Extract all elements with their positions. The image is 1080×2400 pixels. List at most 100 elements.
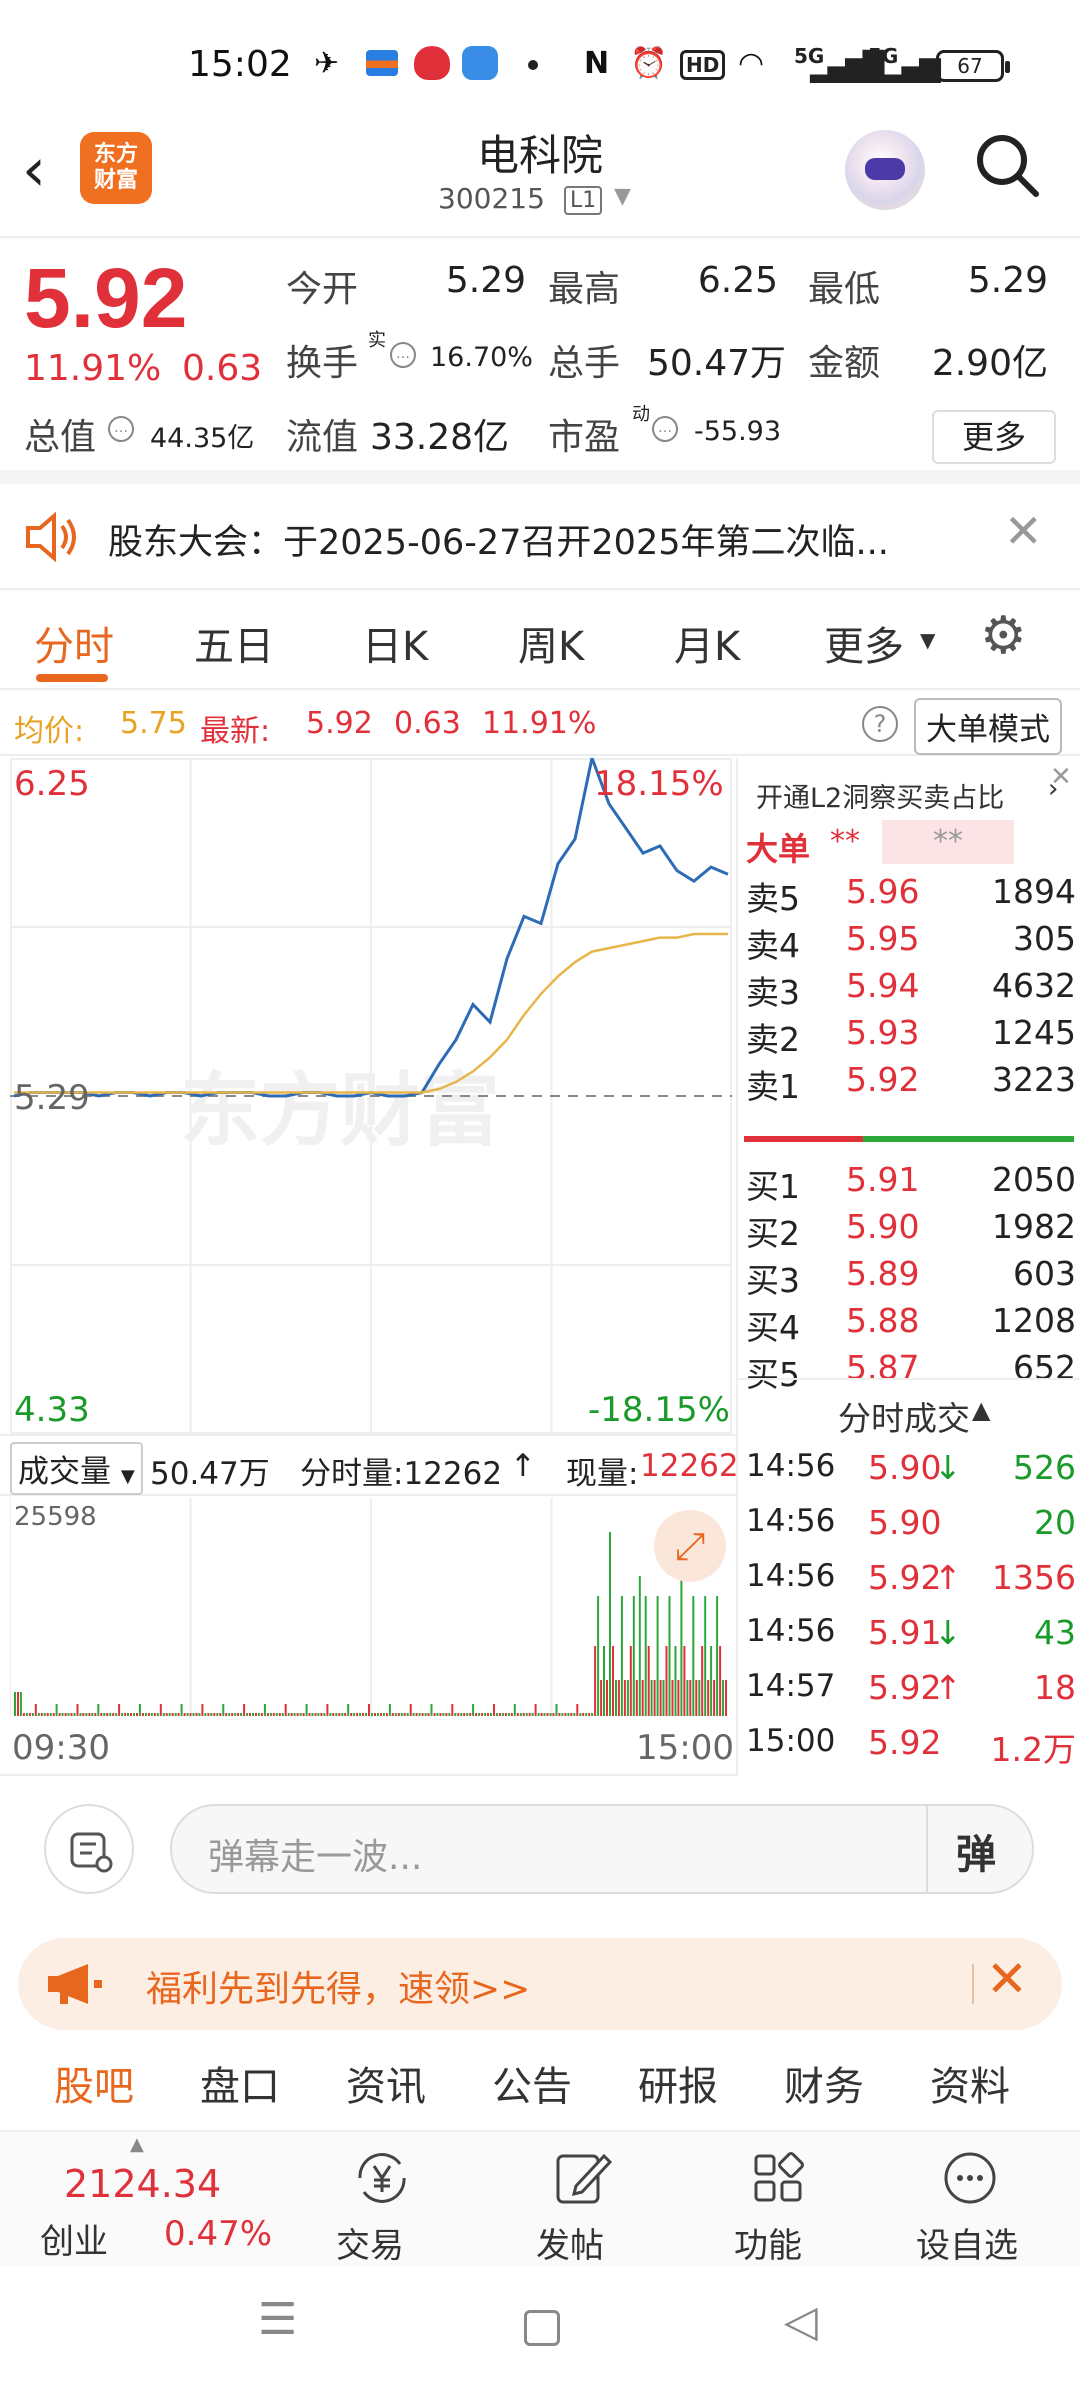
close-notice-icon[interactable]: ✕ bbox=[1004, 504, 1043, 558]
promo-text: 福利先到先得，速领>> bbox=[146, 1969, 531, 2010]
danmu-input[interactable]: 弹幕走一波... 弹 bbox=[170, 1804, 1034, 1894]
volume-bar bbox=[67, 1713, 70, 1716]
bid-row[interactable]: 买5 5.87 652 bbox=[746, 1348, 1076, 1396]
volume-bar bbox=[70, 1713, 73, 1716]
ask-row[interactable]: 卖2 5.93 1245 bbox=[746, 1013, 1076, 1061]
tab-daily-k[interactable]: 日K bbox=[362, 624, 429, 670]
close-promo-icon[interactable]: ✕ bbox=[986, 1950, 1028, 2008]
volume-bar bbox=[73, 1713, 76, 1716]
trades-title[interactable]: 分时成交 bbox=[838, 1399, 970, 1438]
volume-bar bbox=[281, 1713, 284, 1716]
ask-label: 卖4 bbox=[746, 926, 800, 965]
shareholder-notice[interactable]: 股东大会：于2025-06-27召开2025年第二次临... ✕ bbox=[0, 484, 1080, 590]
l2-chevron-icon[interactable]: › bbox=[1048, 774, 1059, 804]
volume-bar bbox=[171, 1713, 174, 1716]
volume-bar bbox=[698, 1680, 701, 1716]
volume-bar bbox=[576, 1704, 579, 1716]
nav-post[interactable]: 发帖 bbox=[532, 2142, 632, 2266]
index-value[interactable]: 2124.34 bbox=[64, 2162, 222, 2206]
danmu-settings-button[interactable] bbox=[44, 1804, 134, 1894]
trade-time: 14:56 bbox=[746, 1558, 836, 1594]
ask-row[interactable]: 卖1 5.92 3223 bbox=[746, 1060, 1076, 1108]
trade-volume: 20 bbox=[1034, 1503, 1076, 1542]
stock-header: ‹ 东方 财富 电科院 300215 L1 ▼ bbox=[0, 120, 1080, 238]
content-tab[interactable]: 研报 bbox=[638, 2064, 718, 2110]
app-logo[interactable]: 东方 财富 bbox=[80, 132, 152, 204]
volume-bar bbox=[257, 1713, 260, 1716]
ask-row[interactable]: 卖4 5.95 305 bbox=[746, 919, 1076, 967]
volume-bar bbox=[85, 1713, 88, 1716]
settings-gear-icon[interactable]: ⚙ bbox=[980, 606, 1027, 666]
content-tab[interactable]: 公告 bbox=[492, 2064, 572, 2110]
tab-monthly-k[interactable]: 月K bbox=[674, 624, 741, 670]
nav-functions[interactable]: 功能 bbox=[730, 2142, 830, 2266]
volume-bar bbox=[591, 1713, 594, 1716]
ask-volume: 305 bbox=[1013, 919, 1076, 958]
index-name[interactable]: 创业 bbox=[40, 2222, 108, 2262]
assistant-robot-icon[interactable] bbox=[845, 130, 925, 210]
search-icon[interactable] bbox=[972, 130, 1042, 200]
ask-row[interactable]: 卖3 5.94 4632 bbox=[746, 966, 1076, 1014]
volume-bar bbox=[284, 1704, 287, 1716]
tab-5day[interactable]: 五日 bbox=[194, 624, 274, 670]
nav-trade[interactable]: 交易 bbox=[332, 2142, 432, 2266]
pe-info-icon[interactable]: … bbox=[652, 416, 678, 442]
volume-bar bbox=[478, 1713, 481, 1716]
turnover-info-icon[interactable]: … bbox=[390, 342, 416, 368]
ask-price: 5.95 bbox=[846, 919, 920, 958]
volume-bar bbox=[516, 1713, 519, 1716]
bid-row[interactable]: 买4 5.88 1208 bbox=[746, 1301, 1076, 1349]
axis-bottom-pct: -18.15% bbox=[588, 1390, 730, 1430]
index-pct[interactable]: 0.47% bbox=[164, 2214, 273, 2254]
volume-bar bbox=[195, 1713, 198, 1716]
home-icon[interactable] bbox=[524, 2310, 560, 2346]
current-price: 5.92 bbox=[24, 251, 188, 345]
level-dropdown-icon[interactable]: ▼ bbox=[614, 184, 631, 209]
bid-row[interactable]: 买1 5.91 2050 bbox=[746, 1160, 1076, 1208]
back-nav-icon[interactable]: ◁ bbox=[784, 2296, 818, 2347]
float-cap-label: 流值 bbox=[286, 417, 359, 458]
help-icon[interactable]: ? bbox=[862, 706, 898, 742]
menu-icon[interactable]: ☰ bbox=[258, 2294, 298, 2345]
trades-expand-icon[interactable]: ▲ bbox=[972, 1396, 991, 1424]
content-tab[interactable]: 盘口 bbox=[200, 2064, 280, 2110]
big-order-v2: ** bbox=[882, 820, 1014, 864]
content-tab[interactable]: 股吧 bbox=[54, 2064, 134, 2110]
back-icon[interactable]: ‹ bbox=[22, 135, 46, 205]
close-l2-icon[interactable]: ✕ bbox=[1050, 762, 1072, 792]
amount-value: 2.90亿 bbox=[931, 343, 1048, 384]
big-order-mode-button[interactable]: 大单模式 bbox=[914, 698, 1062, 755]
volume-bar bbox=[228, 1713, 231, 1716]
signal1-label: 5G bbox=[794, 44, 825, 68]
nav-add-watchlist[interactable]: 设自选 bbox=[910, 2142, 1030, 2266]
tab-more[interactable]: 更多 bbox=[824, 624, 904, 670]
level-badge[interactable]: L1 bbox=[564, 186, 603, 215]
pe-value: -55.93 bbox=[694, 416, 782, 447]
bid-row[interactable]: 买3 5.89 603 bbox=[746, 1254, 1076, 1302]
indicator-select[interactable]: 成交量 ▼ bbox=[10, 1442, 143, 1495]
tab-intraday[interactable]: 分时 bbox=[34, 624, 114, 670]
tab-more-caret-icon[interactable]: ▼ bbox=[920, 628, 936, 652]
average-price-bar: 均价: 5.75 最新: 5.92 0.63 11.91% ? 大单模式 bbox=[0, 692, 1080, 756]
ask-row[interactable]: 卖5 5.96 1894 bbox=[746, 872, 1076, 920]
volume-bar bbox=[19, 1692, 22, 1716]
content-tab[interactable]: 财务 bbox=[784, 2064, 864, 2110]
volume-bar bbox=[612, 1646, 614, 1716]
volume-bar bbox=[115, 1713, 118, 1716]
expand-chart-icon[interactable]: ⤢ bbox=[654, 1510, 726, 1582]
intraday-chart[interactable]: 东方财富 6.25 18.15% 5.29 4.33 -18.15% bbox=[10, 758, 732, 1434]
volume-bar bbox=[513, 1704, 516, 1716]
content-tab[interactable]: 资讯 bbox=[346, 2064, 426, 2110]
promo-banner[interactable]: 福利先到先得，速领>> ✕ bbox=[18, 1938, 1062, 2030]
volume-bar bbox=[22, 1713, 25, 1716]
market-cap-info-icon[interactable]: … bbox=[108, 416, 134, 442]
more-button[interactable]: 更多 bbox=[932, 410, 1056, 464]
content-tab[interactable]: 资料 bbox=[930, 2064, 1010, 2110]
tab-weekly-k[interactable]: 周K bbox=[518, 624, 585, 670]
bid-row[interactable]: 买2 5.90 1982 bbox=[746, 1207, 1076, 1255]
trade-price: 5.92 bbox=[868, 1723, 942, 1762]
volume-bar bbox=[150, 1713, 153, 1716]
l2-promo-link[interactable]: 开通L2洞察买卖占比 bbox=[756, 783, 1005, 814]
danmu-send-button[interactable]: 弹 bbox=[956, 1832, 996, 1878]
volume-chart[interactable]: 25598 ⤢ bbox=[10, 1498, 732, 1718]
